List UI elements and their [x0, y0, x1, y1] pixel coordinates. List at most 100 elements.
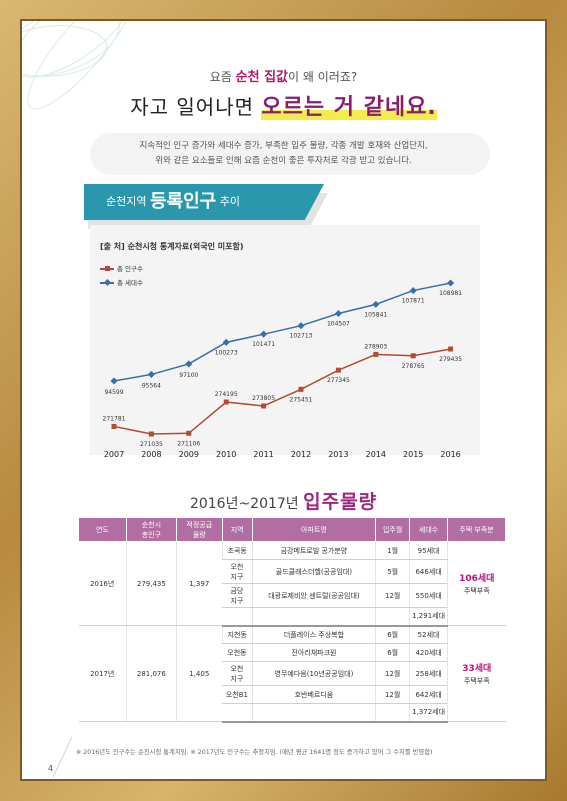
cell-area: 오천 지구	[222, 661, 253, 686]
x-tick-label: 2015	[403, 450, 423, 459]
section-title: 2016년~2017년 입주물량	[22, 487, 545, 514]
header-apartment: 아파트명	[251, 517, 377, 542]
description-line: 위와 같은 요소들로 인해 요즘 순천이 좋은 투자처로 각광 받고 있습니다.	[155, 156, 412, 166]
cell-population: 281,076	[125, 625, 177, 722]
cell-supply: 1,397	[175, 541, 223, 626]
cell-area: 오천B1	[222, 685, 253, 704]
cell-units: 52세대	[409, 625, 448, 644]
data-point-population	[148, 431, 154, 437]
data-label-households: 107871	[402, 298, 425, 305]
cell-total: 1,291세대	[409, 607, 448, 627]
legend-swatch-population	[100, 266, 114, 271]
data-label-households: 101471	[252, 341, 275, 348]
data-label-population: 278765	[402, 363, 425, 370]
cell-apartment: 영무예다음(10년공공임대)	[251, 661, 376, 686]
table-row: 2016년 279,435 1,397 조곡동 금강메트로빌 공가분양 1월 9…	[78, 541, 506, 626]
subhead-emphasis: 순천 집값	[235, 70, 289, 85]
data-point-population	[223, 399, 229, 405]
cell-units: 550세대	[409, 583, 448, 608]
x-tick-label: 2013	[328, 450, 348, 459]
data-label-population: 271035	[140, 441, 163, 448]
cell-month: 1월	[375, 541, 410, 560]
header-year: 연도	[78, 517, 127, 542]
data-point-households	[409, 287, 417, 295]
shortage-label: 주택부족	[463, 677, 490, 685]
cell-supply: 1,405	[175, 625, 223, 722]
data-label-population: 273805	[252, 395, 275, 402]
cell-area: 조곡동	[221, 541, 253, 560]
cell-area: 금당 지구	[222, 583, 253, 608]
page-divider	[52, 737, 73, 777]
cell-units: 646세대	[409, 559, 448, 584]
data-point-households	[222, 338, 230, 346]
cell-area: 지천동	[221, 625, 253, 644]
shortage-value: 106세대	[459, 574, 495, 584]
cell-empty	[375, 703, 410, 723]
cell-month: 12월	[375, 661, 410, 686]
data-label-households: 94599	[104, 389, 123, 396]
table-row: 오천동 진아리채파크원 6월 420세대	[79, 643, 506, 662]
x-tick-label: 2010	[216, 450, 236, 459]
cell-shortage: 106세대 주택부족	[447, 541, 506, 626]
cell-units: 642세대	[409, 685, 448, 704]
data-point-households	[260, 330, 268, 338]
legend-label: 총 인구수	[117, 265, 143, 273]
cell-units: 95세대	[409, 541, 448, 560]
data-label-population: 271781	[103, 415, 126, 422]
data-point-households	[185, 360, 193, 368]
cell-area: 오천 지구	[222, 559, 253, 584]
chart-background	[90, 225, 480, 455]
legend-swatch-households	[100, 278, 114, 287]
cell-year: 2016년	[78, 541, 127, 626]
cell-apartment: 진아리채파크원	[251, 643, 376, 662]
description-box	[90, 133, 490, 175]
data-label-households: 108981	[439, 290, 462, 297]
cell-units: 258세대	[409, 661, 448, 686]
data-label-households: 105841	[364, 311, 387, 318]
supply-table: 연도 순천시 총인구 적정공급 물량 지역 아파트명 입주월 세대수 주택 부족…	[78, 517, 506, 723]
banner-text-end: 추이	[216, 195, 240, 208]
data-label-population: 279435	[439, 356, 462, 363]
headline-emphasis: 오르는 거 같네요.	[261, 95, 437, 120]
header-area: 지역	[221, 517, 253, 542]
section-title-emphasis: 입주물량	[303, 491, 378, 513]
data-label-population: 274195	[215, 391, 238, 398]
chart-source: [출 처] 순천시청 통계자료(외국인 미포함)	[100, 242, 244, 251]
table-row: 금당 지구 대광로제비앙 센트럴(공공임대) 12월 550세대	[79, 583, 506, 608]
data-point-households	[372, 300, 380, 308]
legend-item-households: 총 세대수	[100, 277, 143, 287]
data-label-households: 97100	[179, 372, 198, 379]
header-month: 입주월	[375, 517, 411, 542]
data-point-population	[373, 351, 379, 357]
data-point-population	[448, 346, 454, 352]
data-point-households	[334, 309, 342, 318]
header-units: 세대수	[409, 517, 449, 542]
cell-year: 2017년	[78, 625, 127, 722]
cell-area: 오천동	[222, 643, 253, 662]
population-chart: 2007 2008 2009 2010 2011 2012 2013 2014 2015 2016…	[103, 279, 462, 459]
data-point-households	[147, 370, 155, 378]
cell-month: 6월	[375, 625, 410, 644]
document-page: 요즘 순천 집값이 왜 이러죠? 자고 일어나면 오르는 거 같네요. 지속적인…	[22, 21, 545, 779]
data-label-population: 278903	[364, 343, 387, 350]
cell-total: 1,372세대	[409, 703, 448, 723]
subheadline: 요즘 순천 집값이 왜 이러죠?	[22, 66, 545, 85]
table-total-row: 1,291세대	[79, 607, 506, 627]
cell-empty	[222, 607, 253, 627]
cell-units: 420세대	[409, 643, 448, 662]
cell-apartment: 금강메트로빌 공가분양	[251, 541, 376, 560]
header-supply: 적정공급 물량	[175, 517, 223, 542]
data-label-households: 95564	[142, 382, 161, 389]
table-total-row: 1,372세대	[79, 703, 506, 723]
description-line: 지속적인 인구 증가와 세대수 증가, 부족한 입주 물량, 각종 개발 호재와…	[139, 141, 428, 151]
x-tick-label: 2007	[104, 450, 124, 459]
series-line-population	[113, 348, 451, 435]
x-tick-label: 2014	[366, 450, 386, 459]
data-label-households: 104507	[327, 320, 350, 327]
headline-text: 자고 일어나면	[130, 95, 262, 119]
x-tick-label: 2011	[253, 450, 273, 459]
cell-empty	[375, 607, 410, 627]
section-title-text: 2016년~2017년	[189, 496, 304, 512]
cell-shortage: 33세대 주택부족	[447, 625, 506, 722]
subhead-text-end: 이 왜 이러죠?	[288, 70, 358, 84]
